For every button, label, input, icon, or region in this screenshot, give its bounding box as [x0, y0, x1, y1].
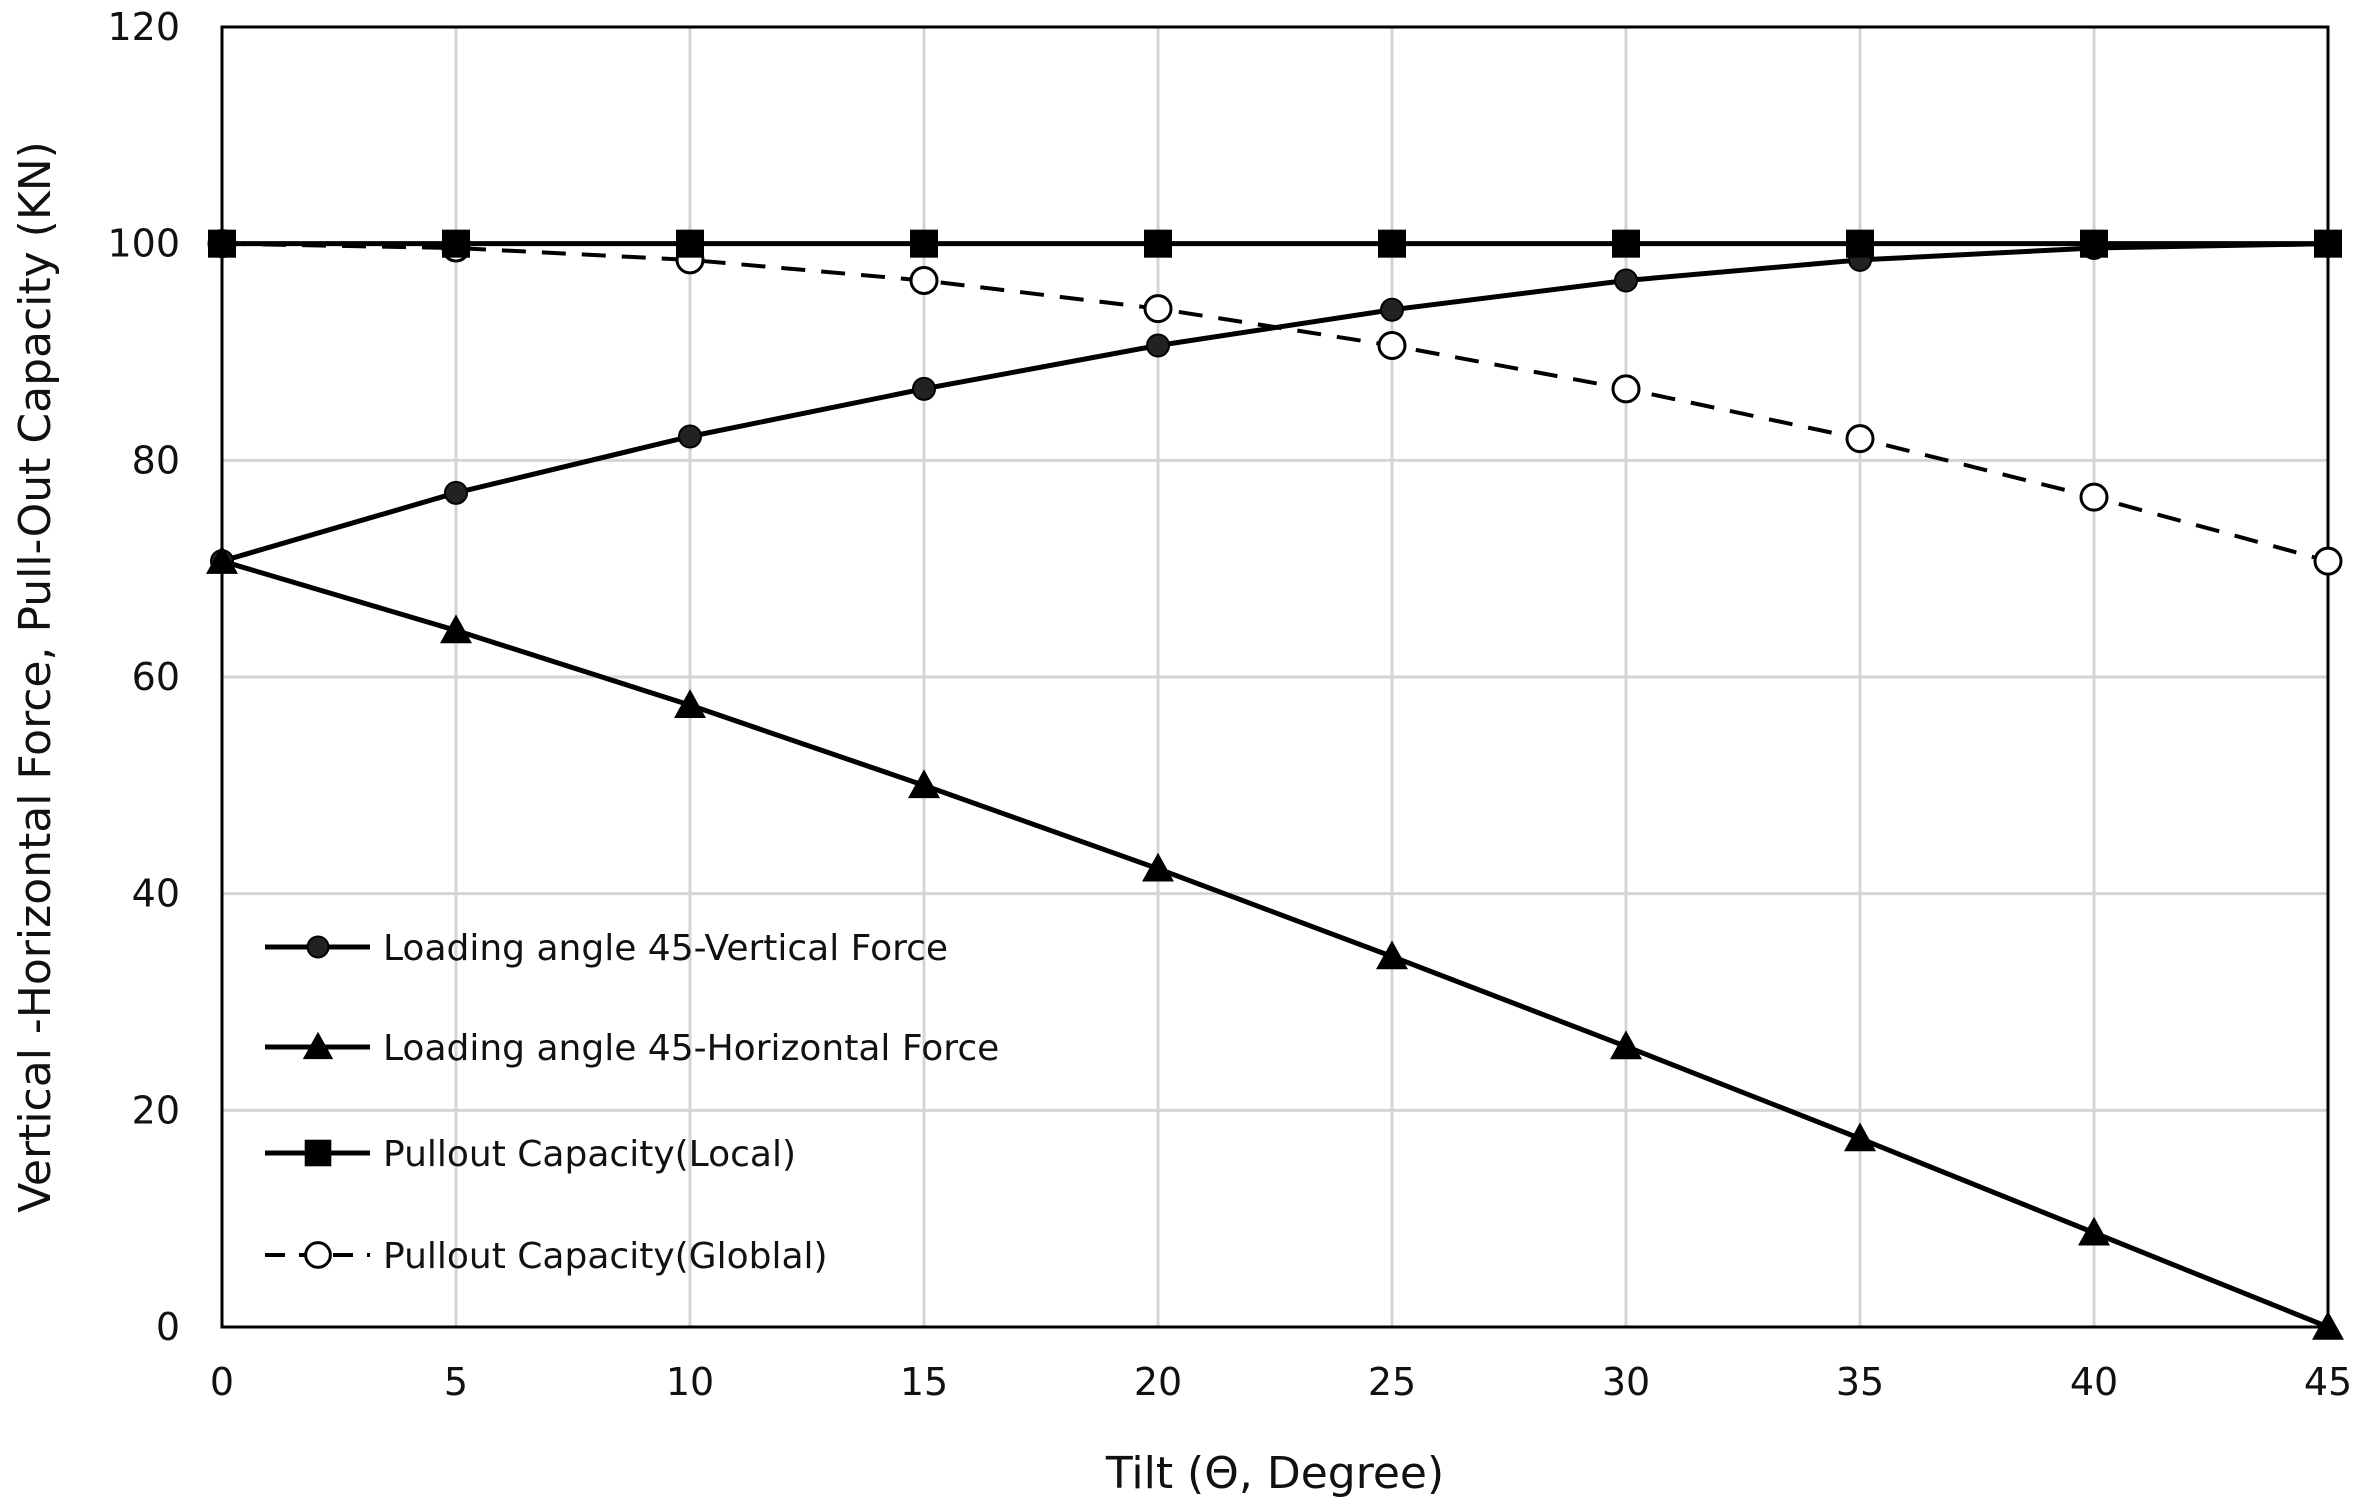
- series-line: [221, 558, 2329, 1330]
- data-point: [304, 1139, 332, 1167]
- data-point: [304, 1241, 332, 1269]
- data-point: [2079, 482, 2109, 512]
- data-point: [306, 935, 330, 959]
- x-tick-label: 45: [2304, 1360, 2352, 1404]
- legend-item: Pullout Capacity(Globlal): [265, 1236, 828, 1277]
- data-point: [208, 229, 236, 258]
- data-point: [1614, 268, 1638, 293]
- data-point: [909, 266, 939, 295]
- data-point: [1380, 297, 1404, 322]
- data-point: [302, 1031, 334, 1060]
- y-tick-label: 0: [156, 1305, 180, 1349]
- legend-label: Pullout Capacity(Local): [383, 1134, 796, 1175]
- data-point: [2313, 546, 2343, 576]
- data-point: [1844, 1122, 1876, 1152]
- data-point: [2314, 229, 2342, 258]
- data-point: [678, 424, 702, 449]
- data-point: [910, 229, 938, 258]
- legend-item: Pullout Capacity(Local): [265, 1134, 796, 1175]
- legend-label: Loading angle 45-Horizontal Force: [383, 1028, 999, 1069]
- data-point: [2080, 229, 2108, 258]
- y-tick-label: 20: [132, 1088, 180, 1132]
- tick-labels: 0 5 10 15 20 25 30 35 40 45 0 20 40 60 80 100 120: [107, 5, 2352, 1404]
- data-point: [444, 480, 468, 505]
- data-point: [1845, 424, 1875, 454]
- data-point: [676, 229, 704, 258]
- x-tick-label: 40: [2070, 1360, 2118, 1404]
- series-line: [221, 241, 2329, 564]
- x-tick-label: 10: [666, 1360, 714, 1404]
- legend: Loading angle 45-Vertical Force Loading a…: [265, 928, 999, 1277]
- plot-area-frame: [220, 25, 2330, 1329]
- gridlines: [222, 27, 2328, 1327]
- data-point: [1376, 940, 1408, 970]
- legend-label: Loading angle 45-Vertical Force: [383, 928, 948, 969]
- series-2: [208, 229, 2342, 258]
- series-0: [210, 231, 2340, 574]
- legend-item: Loading angle 45-Horizontal Force: [265, 1028, 999, 1069]
- data-point: [674, 689, 706, 718]
- x-tick-label: 20: [1134, 1360, 1182, 1404]
- data-point: [2312, 1311, 2344, 1340]
- legend-label: Pullout Capacity(Globlal): [383, 1236, 828, 1277]
- x-tick-label: 0: [210, 1360, 234, 1404]
- x-tick-label: 35: [1836, 1360, 1884, 1404]
- data-point: [1143, 294, 1173, 324]
- y-tick-label: 40: [132, 872, 180, 916]
- legend-item: Loading angle 45-Vertical Force: [265, 928, 948, 969]
- y-tick-label: 120: [107, 5, 180, 49]
- x-tick-label: 5: [444, 1360, 468, 1404]
- x-axis-title: Tilt (Θ, Degree): [1105, 1448, 1444, 1499]
- data-point: [1612, 229, 1640, 258]
- series-1: [206, 545, 2344, 1340]
- y-tick-label: 60: [132, 655, 180, 699]
- x-tick-label: 25: [1368, 1360, 1416, 1404]
- data-point: [1142, 852, 1174, 882]
- x-tick-label: 30: [1602, 1360, 1650, 1404]
- data-point: [440, 614, 472, 644]
- data-point: [1144, 229, 1172, 258]
- series-group: [206, 229, 2344, 1340]
- x-tick-label: 15: [900, 1360, 948, 1404]
- data-point: [442, 229, 470, 258]
- y-tick-label: 100: [107, 222, 180, 266]
- data-point: [1378, 229, 1406, 258]
- data-point: [1146, 333, 1170, 358]
- data-point: [2078, 1216, 2110, 1246]
- data-point: [1846, 229, 1874, 258]
- data-point: [908, 769, 940, 799]
- y-axis-title: Vertical -Horizontal Force, Pull-Out Cap…: [10, 141, 61, 1213]
- data-point: [206, 545, 238, 574]
- data-point: [1377, 331, 1407, 360]
- data-point: [1610, 1030, 1642, 1060]
- series-line: [221, 241, 2329, 564]
- data-point: [1611, 374, 1641, 404]
- data-point: [912, 376, 936, 401]
- y-tick-label: 80: [132, 438, 180, 482]
- series-3: [207, 229, 2343, 576]
